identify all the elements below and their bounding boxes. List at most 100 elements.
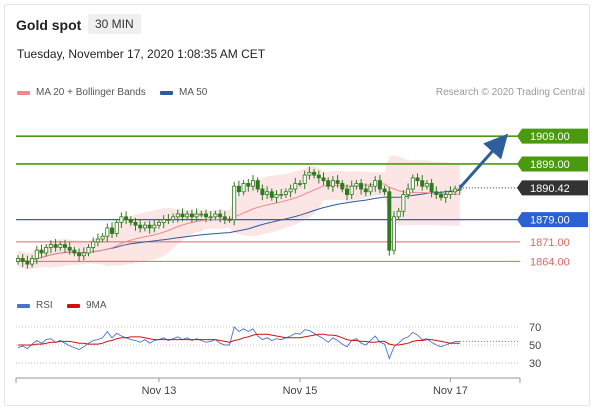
candle (283, 188, 288, 198)
candle-body (161, 219, 166, 223)
candle-body (438, 194, 443, 198)
candle-body (420, 180, 425, 187)
legend-ma50-swatch (160, 90, 173, 95)
candle (377, 175, 382, 194)
candle-body (227, 219, 232, 221)
candle-body (368, 185, 373, 193)
report-datetime: Tuesday, November 17, 2020 1:08:35 AM CE… (17, 47, 266, 61)
legend-ma20: MA 20 + Bollinger Bands (17, 87, 146, 98)
candle (213, 210, 218, 221)
level-tag-0-label: 1909.00 (530, 131, 570, 143)
candle (142, 221, 147, 232)
candle-body (255, 180, 260, 190)
level-tag-2-box (517, 212, 588, 228)
candle (391, 211, 396, 255)
candle (255, 177, 260, 193)
ma20-line (17, 183, 460, 262)
candle-body (34, 249, 39, 259)
candle (401, 190, 406, 217)
candle-body (391, 216, 396, 251)
candle-body (401, 194, 406, 212)
legend-rsi-swatch (17, 303, 30, 308)
candle-body (30, 258, 35, 265)
research-credit: Research © 2020 Trading Central (435, 87, 585, 98)
candle-body (110, 227, 115, 234)
candle (246, 178, 251, 192)
candle-body (189, 213, 194, 218)
candle-body (335, 180, 340, 184)
candle (434, 186, 439, 200)
candle (222, 211, 227, 225)
candle-body (185, 213, 190, 218)
candle-body (58, 244, 63, 248)
candle-body (222, 216, 227, 220)
candle-body (213, 213, 218, 218)
candle-body (77, 252, 82, 257)
time-tick-label: Nov 13 (142, 385, 177, 397)
candle (124, 211, 129, 225)
legend-ma50: MA 50 (160, 87, 207, 98)
rsi-9ma-line (18, 333, 460, 346)
candle (105, 223, 110, 242)
candle-body (387, 191, 392, 251)
candle-body (307, 171, 312, 176)
candle-body (316, 174, 321, 179)
level-tag-4: 1864.00 (530, 256, 570, 268)
candle (15, 255, 20, 265)
candle (39, 244, 44, 258)
candle (72, 246, 77, 257)
candle-body (166, 219, 171, 221)
candle (321, 172, 326, 186)
candle (232, 181, 237, 226)
candle-body (453, 188, 458, 193)
candle-body (208, 216, 213, 219)
candle (438, 191, 443, 201)
legend-9ma-label: 9MA (86, 300, 107, 311)
candle (67, 241, 72, 255)
candle (330, 176, 335, 192)
candle-body (232, 185, 237, 220)
candle (25, 255, 30, 269)
forecast-arrow (458, 133, 509, 189)
candle (119, 212, 124, 228)
candle-body (269, 191, 274, 198)
candle (63, 240, 68, 253)
candle-body (288, 188, 293, 193)
candle-body (124, 216, 129, 220)
candle-body (246, 183, 251, 187)
candle (20, 254, 25, 267)
candle-body (100, 235, 105, 240)
candle (307, 166, 312, 180)
candle (368, 182, 373, 196)
candle (166, 214, 171, 225)
candle-body (415, 177, 420, 182)
candle (236, 180, 241, 197)
candle (410, 174, 415, 193)
candle (194, 208, 199, 222)
candle (110, 222, 115, 238)
candle (208, 211, 213, 222)
candle-body (354, 183, 359, 187)
rsi-tick-label: 30 (529, 358, 541, 370)
candle (171, 213, 176, 223)
candle (91, 237, 96, 253)
candle (58, 241, 63, 251)
candle-body (44, 247, 49, 254)
candle (340, 180, 345, 193)
legend-rsi: RSI (17, 300, 53, 311)
candle-body (91, 241, 96, 248)
instrument-title: Gold spot (16, 17, 82, 33)
candle (326, 177, 331, 190)
candle-body (382, 188, 387, 193)
last-price-tag: 1890.42 (517, 180, 588, 196)
candle (335, 175, 340, 188)
timeframe-badge[interactable]: 30 MIN (88, 14, 141, 34)
candle-body (326, 180, 331, 187)
level-tag-1-box (517, 156, 588, 172)
level-tag-1: 1899.00 (517, 156, 588, 172)
candle-body (410, 177, 415, 190)
candle-body (53, 244, 58, 248)
candle (156, 219, 161, 229)
candle (227, 216, 232, 223)
